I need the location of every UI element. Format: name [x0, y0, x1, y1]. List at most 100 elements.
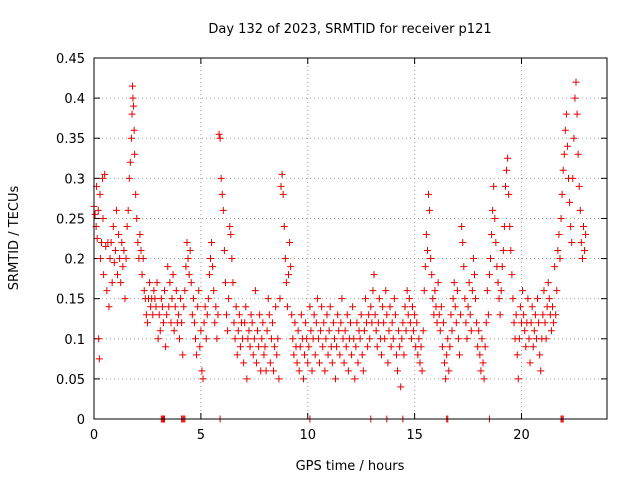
chart-title: Day 132 of 2023, SRMTID for receiver p12…	[208, 22, 491, 37]
data-point	[190, 319, 198, 327]
data-point	[578, 255, 586, 263]
data-point	[439, 319, 447, 327]
data-point	[224, 327, 232, 335]
data-point	[406, 319, 414, 327]
data-point	[390, 295, 398, 303]
data-point	[244, 335, 252, 343]
data-point	[453, 287, 461, 295]
data-point	[334, 311, 342, 319]
data-point	[186, 247, 194, 255]
data-point	[241, 319, 249, 327]
data-point	[112, 206, 120, 214]
data-point	[519, 287, 527, 295]
data-point	[317, 327, 325, 335]
data-point	[151, 295, 159, 303]
data-point	[240, 359, 248, 367]
data-point	[172, 287, 180, 295]
data-point	[558, 190, 566, 198]
data-point	[385, 327, 393, 335]
data-point	[501, 182, 509, 190]
x-tick-label: 20	[513, 428, 530, 443]
data-point	[256, 311, 264, 319]
data-point	[457, 311, 465, 319]
data-point	[279, 190, 287, 198]
data-point	[249, 351, 257, 359]
data-point	[311, 351, 319, 359]
data-point	[267, 335, 275, 343]
data-point	[534, 295, 542, 303]
data-point	[371, 311, 379, 319]
data-point	[130, 126, 138, 134]
data-point	[276, 295, 284, 303]
data-point	[466, 311, 474, 319]
data-point	[551, 263, 559, 271]
data-point	[525, 335, 533, 343]
data-point	[96, 190, 104, 198]
data-point	[149, 311, 157, 319]
data-point	[204, 295, 212, 303]
data-point	[545, 295, 553, 303]
data-point	[536, 351, 544, 359]
data-point	[485, 271, 493, 279]
data-point	[254, 327, 262, 335]
data-point	[477, 367, 485, 375]
data-point	[414, 351, 422, 359]
data-point	[265, 311, 273, 319]
data-point	[344, 367, 352, 375]
data-point	[199, 375, 207, 383]
data-point	[248, 319, 256, 327]
data-point	[425, 190, 433, 198]
data-point	[423, 247, 431, 255]
data-point	[230, 319, 238, 327]
data-point	[136, 230, 144, 238]
data-point	[166, 279, 174, 287]
data-point	[360, 327, 368, 335]
data-point	[479, 359, 487, 367]
data-point	[339, 335, 347, 343]
data-point	[168, 295, 176, 303]
data-point	[194, 303, 202, 311]
data-point	[581, 247, 589, 255]
data-point	[131, 150, 139, 158]
data-point	[312, 319, 320, 327]
data-point	[201, 303, 209, 311]
data-point	[205, 271, 213, 279]
data-point	[508, 271, 516, 279]
data-point	[467, 327, 475, 335]
data-point	[132, 190, 140, 198]
data-point	[124, 206, 132, 214]
data-point	[454, 335, 462, 343]
data-point	[270, 367, 278, 375]
data-point	[126, 158, 134, 166]
data-point	[391, 311, 399, 319]
data-point	[351, 375, 359, 383]
data-point	[247, 311, 255, 319]
data-point	[341, 327, 349, 335]
data-point	[189, 295, 197, 303]
data-point	[569, 174, 577, 182]
y-tick-label: 0.3	[64, 172, 85, 187]
data-point	[130, 102, 138, 110]
data-point	[94, 206, 102, 214]
data-point	[97, 239, 105, 247]
data-point	[305, 343, 313, 351]
data-point	[325, 327, 333, 335]
data-point	[392, 351, 400, 359]
data-point	[353, 319, 361, 327]
data-point	[386, 303, 394, 311]
data-point	[146, 279, 154, 287]
data-point	[318, 303, 326, 311]
data-point	[377, 351, 385, 359]
data-point	[125, 174, 133, 182]
data-point	[541, 319, 549, 327]
data-point	[444, 335, 452, 343]
data-point	[350, 335, 358, 343]
data-point	[442, 375, 450, 383]
data-point	[527, 319, 535, 327]
data-point	[282, 279, 290, 287]
data-point	[314, 335, 322, 343]
data-point	[537, 367, 545, 375]
data-point	[337, 319, 345, 327]
data-point	[470, 271, 478, 279]
